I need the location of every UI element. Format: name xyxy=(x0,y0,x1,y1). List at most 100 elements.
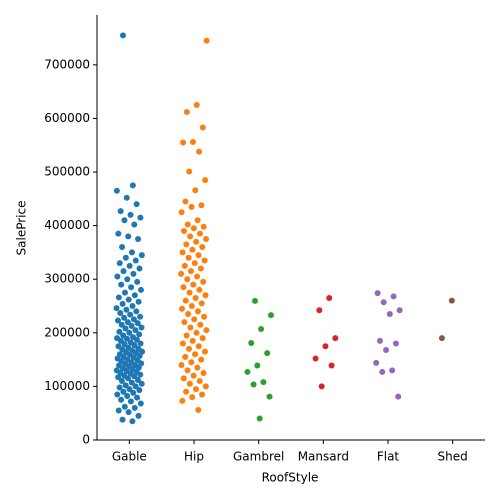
point xyxy=(264,350,271,357)
point xyxy=(188,359,195,366)
point xyxy=(199,124,206,131)
point xyxy=(137,340,144,347)
point xyxy=(114,273,121,280)
point xyxy=(180,139,187,146)
point xyxy=(118,321,125,328)
point xyxy=(256,415,263,422)
point xyxy=(202,292,209,299)
point xyxy=(184,276,191,283)
point xyxy=(118,396,125,403)
point xyxy=(376,337,383,344)
x-tick-label: Flat xyxy=(377,450,400,464)
point xyxy=(203,37,210,44)
point xyxy=(120,268,127,275)
point xyxy=(193,102,200,109)
point xyxy=(116,384,123,391)
point xyxy=(129,182,136,189)
point xyxy=(183,109,190,116)
point xyxy=(200,370,207,377)
point xyxy=(190,225,197,232)
point xyxy=(121,217,128,224)
point xyxy=(138,252,145,259)
point xyxy=(322,343,329,350)
point xyxy=(134,278,141,285)
point xyxy=(120,332,127,339)
point xyxy=(380,299,387,306)
point xyxy=(135,412,142,419)
point xyxy=(183,388,190,395)
y-tick-label: 400000 xyxy=(44,218,90,232)
point xyxy=(128,322,135,329)
point xyxy=(131,404,138,411)
point xyxy=(390,293,397,300)
point xyxy=(132,383,139,390)
point xyxy=(326,294,333,301)
point xyxy=(130,316,137,323)
point xyxy=(193,329,200,336)
point xyxy=(196,230,203,237)
point xyxy=(132,327,139,334)
point xyxy=(178,270,185,277)
point xyxy=(267,312,274,319)
point xyxy=(120,388,127,395)
point xyxy=(124,393,131,400)
x-tick-label: Shed xyxy=(438,450,468,464)
point xyxy=(194,364,201,371)
point xyxy=(185,311,192,318)
point xyxy=(194,217,201,224)
point xyxy=(191,260,198,267)
point xyxy=(202,383,209,390)
point xyxy=(125,296,132,303)
point xyxy=(119,244,126,251)
point xyxy=(115,294,122,301)
point xyxy=(133,201,140,208)
point xyxy=(119,416,126,423)
point xyxy=(186,289,193,296)
point xyxy=(126,262,133,269)
point xyxy=(135,298,142,305)
point xyxy=(129,418,136,425)
y-tick-label: 200000 xyxy=(44,325,90,339)
point xyxy=(254,362,261,369)
point xyxy=(135,236,142,243)
point xyxy=(196,286,203,293)
point xyxy=(126,386,133,393)
point xyxy=(121,403,128,410)
point xyxy=(116,328,123,335)
point xyxy=(251,297,258,304)
point xyxy=(187,324,194,331)
point xyxy=(136,265,143,272)
point xyxy=(185,254,192,261)
y-tick-label: 0 xyxy=(82,433,90,447)
point xyxy=(178,361,185,368)
point xyxy=(127,311,134,318)
point xyxy=(193,238,200,245)
point xyxy=(138,324,145,331)
point xyxy=(130,334,137,341)
y-tick-label: 600000 xyxy=(44,111,90,125)
point xyxy=(131,292,138,299)
point xyxy=(179,397,186,404)
point xyxy=(137,286,144,293)
point xyxy=(114,391,121,398)
point xyxy=(373,359,380,366)
point xyxy=(188,303,195,310)
point xyxy=(396,307,403,314)
point xyxy=(395,393,402,400)
point xyxy=(192,294,199,301)
point xyxy=(137,400,144,407)
point xyxy=(202,177,209,184)
point xyxy=(374,290,381,297)
point xyxy=(113,367,120,374)
point xyxy=(195,343,202,350)
point xyxy=(328,362,335,369)
point xyxy=(113,305,120,312)
point xyxy=(201,257,208,264)
point xyxy=(130,389,137,396)
point xyxy=(190,281,197,288)
point xyxy=(116,351,123,358)
point xyxy=(122,325,129,332)
point xyxy=(123,306,130,313)
point xyxy=(136,331,143,338)
point xyxy=(182,198,189,205)
